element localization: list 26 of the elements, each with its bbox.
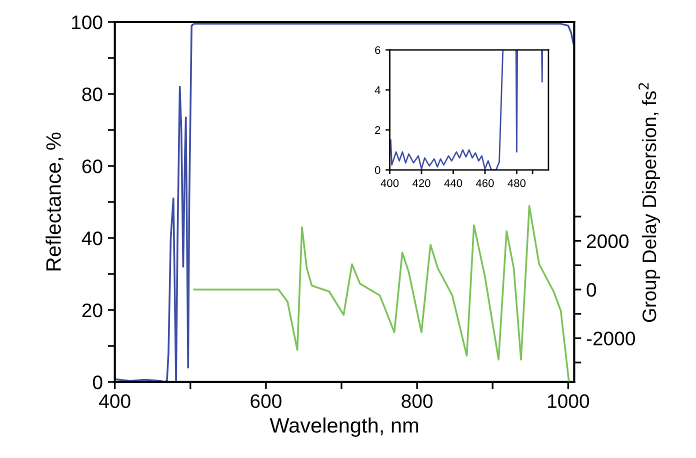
y-tick-label: 2 (375, 126, 380, 134)
x-tick-label: 400 (380, 179, 399, 188)
y-tick-label: 0 (92, 375, 102, 390)
x-tick-label: 420 (412, 179, 430, 188)
y-tick-label: 80 (82, 87, 102, 102)
line-series (193, 204, 570, 382)
y-tick-label: 0 (374, 166, 380, 174)
y2-tick-label: 0 (586, 283, 596, 297)
y-tick-label: 20 (82, 303, 102, 318)
x-tick-label: 800 (402, 394, 433, 408)
y2-axis-title: Group Delay Dispersion, fs$^{2}$ (638, 83, 660, 322)
x-tick-label: 480 (508, 179, 526, 188)
y-tick-label: 6 (375, 46, 380, 54)
y-tick-label: 100 (72, 15, 102, 30)
y-tick-label: 60 (82, 159, 102, 174)
x-tick-label: 400 (99, 394, 130, 408)
x-tick-label: 440 (444, 179, 462, 188)
x-tick-label: 600 (250, 394, 282, 408)
y2-tick-label: -2000 (586, 332, 635, 346)
x-axis-title: Wavelength, nm (270, 417, 418, 437)
x-tick-label: 460 (476, 179, 494, 188)
x-tick-label: 1000 (548, 394, 590, 408)
y-tick-label: 4 (374, 86, 380, 94)
y-tick-label: 40 (82, 231, 102, 246)
y2-tick-label: 2000 (586, 234, 628, 248)
y-axis-title: Reflectance, % (46, 132, 64, 270)
